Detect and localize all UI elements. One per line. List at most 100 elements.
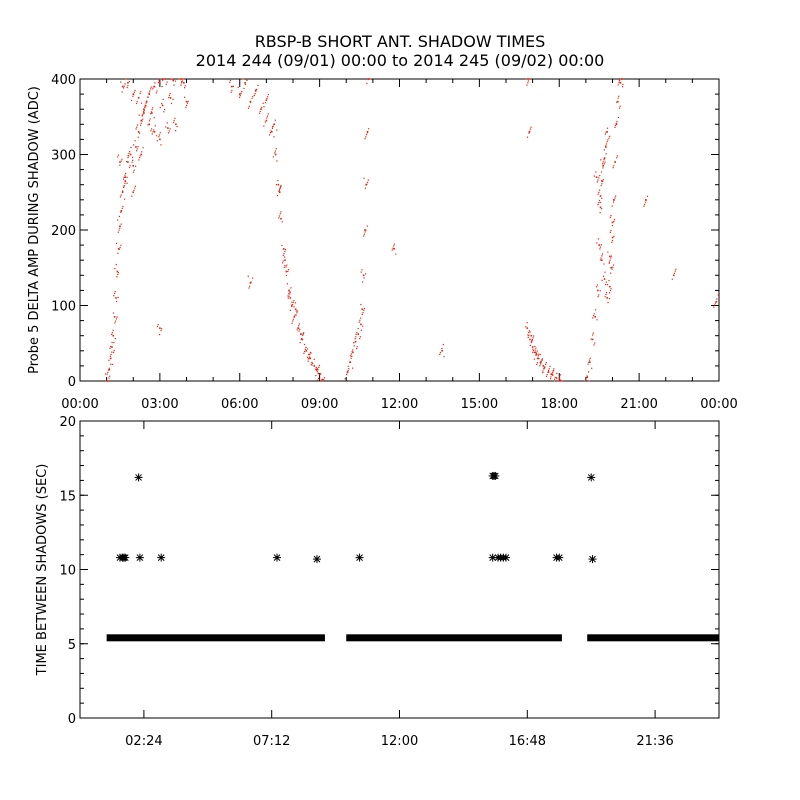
amplitude-point [186, 104, 188, 107]
amplitude-point [608, 262, 610, 264]
amplitude-point [346, 374, 348, 376]
amplitude-point [616, 157, 618, 159]
amplitude-point [269, 134, 271, 136]
amplitude-point [285, 274, 287, 277]
amplitude-point [554, 378, 556, 380]
amplitude-point [713, 306, 715, 308]
amplitude-point [611, 236, 614, 239]
interval-asterisk-point [118, 553, 127, 562]
amplitude-point [293, 306, 295, 308]
amplitude-point [608, 280, 610, 282]
amplitude-point [363, 233, 365, 235]
amplitude-point [363, 177, 365, 179]
amplitude-point [315, 366, 317, 369]
amplitude-point [611, 221, 614, 224]
amplitude-point [604, 296, 606, 298]
top-x-tick-label: 18:00 [541, 397, 578, 412]
amplitude-point [158, 80, 160, 82]
amplitude-point [366, 225, 368, 227]
amplitude-point [253, 94, 256, 96]
amplitude-point [229, 79, 232, 82]
amplitude-point [173, 84, 175, 86]
amplitude-point [351, 351, 353, 353]
amplitude-point [350, 355, 352, 357]
amplitude-point [587, 363, 589, 365]
amplitude-point [299, 328, 301, 330]
amplitude-point [600, 244, 602, 246]
amplitude-point [592, 315, 595, 317]
amplitude-point [609, 255, 611, 258]
amplitude-point [284, 248, 287, 251]
amplitude-point [279, 188, 281, 190]
amplitude-point [604, 271, 606, 273]
amplitude-point [621, 86, 624, 88]
amplitude-point [614, 126, 616, 128]
amplitude-point [183, 78, 185, 80]
amplitude-point [132, 93, 135, 95]
amplitude-point [557, 380, 559, 382]
amplitude-point [140, 153, 143, 156]
amplitude-point [357, 327, 359, 330]
amplitude-point [613, 199, 615, 201]
amplitude-point [308, 353, 310, 356]
amplitude-point [609, 259, 611, 261]
amplitude-point [610, 288, 612, 290]
amplitude-point [321, 380, 323, 382]
amplitude-point [153, 85, 156, 88]
amplitude-point [644, 199, 647, 201]
amplitude-point [526, 84, 528, 86]
amplitude-point [232, 85, 234, 88]
amplitude-point [152, 86, 154, 88]
amplitude-point [250, 281, 252, 283]
amplitude-point [118, 229, 120, 231]
amplitude-point [127, 81, 129, 84]
amplitude-point [363, 277, 365, 279]
amplitude-point [109, 375, 111, 377]
amplitude-point [671, 278, 673, 280]
amplitude-point [169, 128, 171, 130]
amplitude-point [286, 264, 288, 266]
amplitude-point [146, 100, 148, 102]
amplitude-point [265, 119, 268, 122]
amplitude-point [546, 374, 548, 376]
amplitude-point [241, 90, 243, 93]
amplitude-point [124, 83, 126, 85]
amplitude-point [132, 159, 134, 161]
amplitude-point [592, 317, 594, 319]
amplitude-point [138, 159, 140, 161]
amplitude-point [527, 82, 529, 84]
amplitude-point [111, 346, 113, 348]
amplitude-point [231, 89, 233, 92]
amplitude-point [122, 186, 125, 188]
amplitude-point [351, 367, 354, 369]
amplitude-point [116, 300, 118, 303]
amplitude-point [237, 86, 239, 88]
interval-asterisk-point [312, 555, 321, 564]
amplitude-point [357, 333, 360, 335]
amplitude-point [114, 322, 116, 324]
interval-asterisk-point [588, 555, 597, 564]
amplitude-point [529, 338, 531, 341]
amplitude-point [120, 81, 122, 83]
amplitude-point [132, 191, 134, 193]
amplitude-point [262, 102, 264, 104]
amplitude-point [168, 94, 171, 96]
amplitude-point [128, 152, 130, 154]
amplitude-point [247, 107, 250, 109]
amplitude-point [249, 282, 252, 284]
amplitude-point [289, 291, 291, 293]
amplitude-point [619, 81, 622, 84]
amplitude-point [109, 355, 111, 357]
amplitude-point [303, 352, 305, 354]
amplitude-point [313, 365, 316, 367]
amplitude-point [617, 84, 619, 86]
interval-asterisk-point [135, 553, 144, 562]
amplitude-point [298, 330, 300, 332]
amplitude-point [552, 369, 555, 372]
amplitude-point [129, 165, 131, 167]
amplitude-point [307, 357, 309, 359]
amplitude-point [179, 78, 181, 80]
amplitude-point [285, 270, 288, 273]
amplitude-point [124, 174, 126, 176]
amplitude-point [613, 220, 615, 223]
